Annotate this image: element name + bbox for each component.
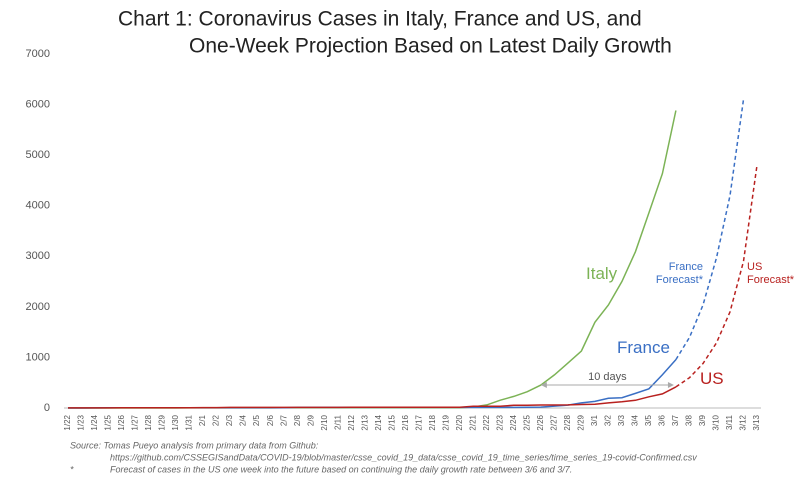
x-tick-label: 2/27 — [549, 414, 558, 430]
x-tick-label: 3/1 — [590, 414, 599, 426]
x-tick-label: 2/9 — [306, 414, 315, 426]
x-tick-label: 3/9 — [698, 414, 707, 426]
x-tick-label: 2/20 — [455, 414, 464, 430]
y-tick-label: 2000 — [26, 301, 50, 313]
series-line — [68, 386, 677, 409]
x-tick-label: 2/15 — [387, 414, 396, 430]
y-tick-label: 7000 — [26, 48, 50, 60]
x-tick-label: 2/12 — [347, 414, 356, 430]
x-tick-label: 2/1 — [198, 414, 207, 426]
x-tick-label: 2/5 — [252, 414, 261, 426]
y-tick-label: 3000 — [26, 250, 50, 262]
x-tick-label: 2/13 — [360, 414, 369, 430]
x-tick-label: 2/7 — [279, 414, 288, 426]
series-label: France — [617, 338, 670, 357]
series-line — [68, 359, 677, 409]
x-tick-label: 1/30 — [171, 414, 180, 430]
x-tick-label: 1/24 — [90, 414, 99, 430]
x-tick-label: 2/16 — [401, 414, 410, 430]
series-label: US Forecast* — [747, 261, 795, 286]
x-tick-label: 2/11 — [333, 414, 342, 430]
source: Source: Tomas Pueyo analysis from primar… — [70, 440, 319, 450]
chart-title: Chart 1: Coronavirus Cases in Italy, Fra… — [118, 8, 642, 31]
series-line — [675, 165, 758, 388]
footnote: Forecast of cases in the US one week int… — [110, 464, 572, 474]
series-line — [675, 99, 745, 360]
x-tick-label: 1/28 — [144, 414, 153, 430]
annotation: 10 days — [588, 371, 627, 383]
x-tick-label: 2/4 — [239, 414, 248, 426]
x-tick-label: 2/25 — [522, 414, 531, 430]
x-tick-label: 2/26 — [536, 414, 545, 430]
x-tick-label: 3/3 — [617, 414, 626, 426]
x-tick-label: 3/7 — [671, 414, 680, 426]
x-tick-label: 2/8 — [293, 414, 302, 426]
x-tick-label: 2/28 — [563, 414, 572, 430]
x-tick-label: 2/3 — [225, 414, 234, 426]
x-tick-label: 3/2 — [604, 414, 613, 426]
x-tick-label: 2/29 — [576, 414, 585, 430]
x-tick-label: 3/10 — [712, 414, 721, 430]
x-tick-label: 3/11 — [725, 414, 734, 430]
x-tick-label: 1/22 — [63, 414, 72, 430]
x-tick-label: 2/6 — [266, 414, 275, 426]
x-tick-label: 1/26 — [117, 414, 126, 430]
x-tick-label: 1/27 — [131, 414, 140, 430]
x-tick-label: 2/21 — [468, 414, 477, 430]
y-tick-label: 4000 — [26, 200, 50, 212]
x-tick-label: 3/5 — [644, 414, 653, 426]
x-tick-label: 2/14 — [374, 414, 383, 430]
x-tick-label: 1/31 — [185, 414, 194, 430]
x-tick-label: 1/29 — [158, 414, 167, 430]
arrow-head — [667, 382, 674, 388]
x-tick-label: 2/18 — [428, 414, 437, 430]
x-tick-label: 2/23 — [495, 414, 504, 430]
x-tick-label: 3/13 — [752, 414, 761, 430]
x-tick-label: 1/23 — [77, 414, 86, 430]
x-tick-label: 2/17 — [414, 414, 423, 430]
source-url: https://github.com/CSSEGISandData/COVID-… — [110, 452, 697, 462]
series-label: France Forecast* — [655, 261, 703, 286]
arrow-head — [540, 382, 547, 388]
series-label: US — [700, 369, 724, 388]
x-tick-label: 3/12 — [739, 414, 748, 430]
x-tick-label: 1/25 — [104, 414, 113, 430]
x-tick-label: 3/4 — [631, 414, 640, 426]
y-tick-label: 1000 — [26, 351, 50, 363]
x-tick-label: 2/2 — [212, 414, 221, 426]
series-line — [68, 110, 677, 409]
y-tick-label: 0 — [44, 402, 50, 414]
y-tick-label: 6000 — [26, 98, 50, 110]
x-tick-label: 3/6 — [658, 414, 667, 426]
x-tick-label: 2/22 — [482, 414, 491, 430]
chart-title: One-Week Projection Based on Latest Dail… — [189, 35, 672, 58]
footnote-marker: * — [70, 464, 74, 474]
x-tick-label: 2/24 — [509, 414, 518, 430]
y-tick-label: 5000 — [26, 149, 50, 161]
x-tick-label: 2/10 — [320, 414, 329, 430]
series-label: Italy — [586, 264, 618, 283]
x-tick-label: 3/8 — [685, 414, 694, 426]
x-tick-label: 2/19 — [441, 414, 450, 430]
